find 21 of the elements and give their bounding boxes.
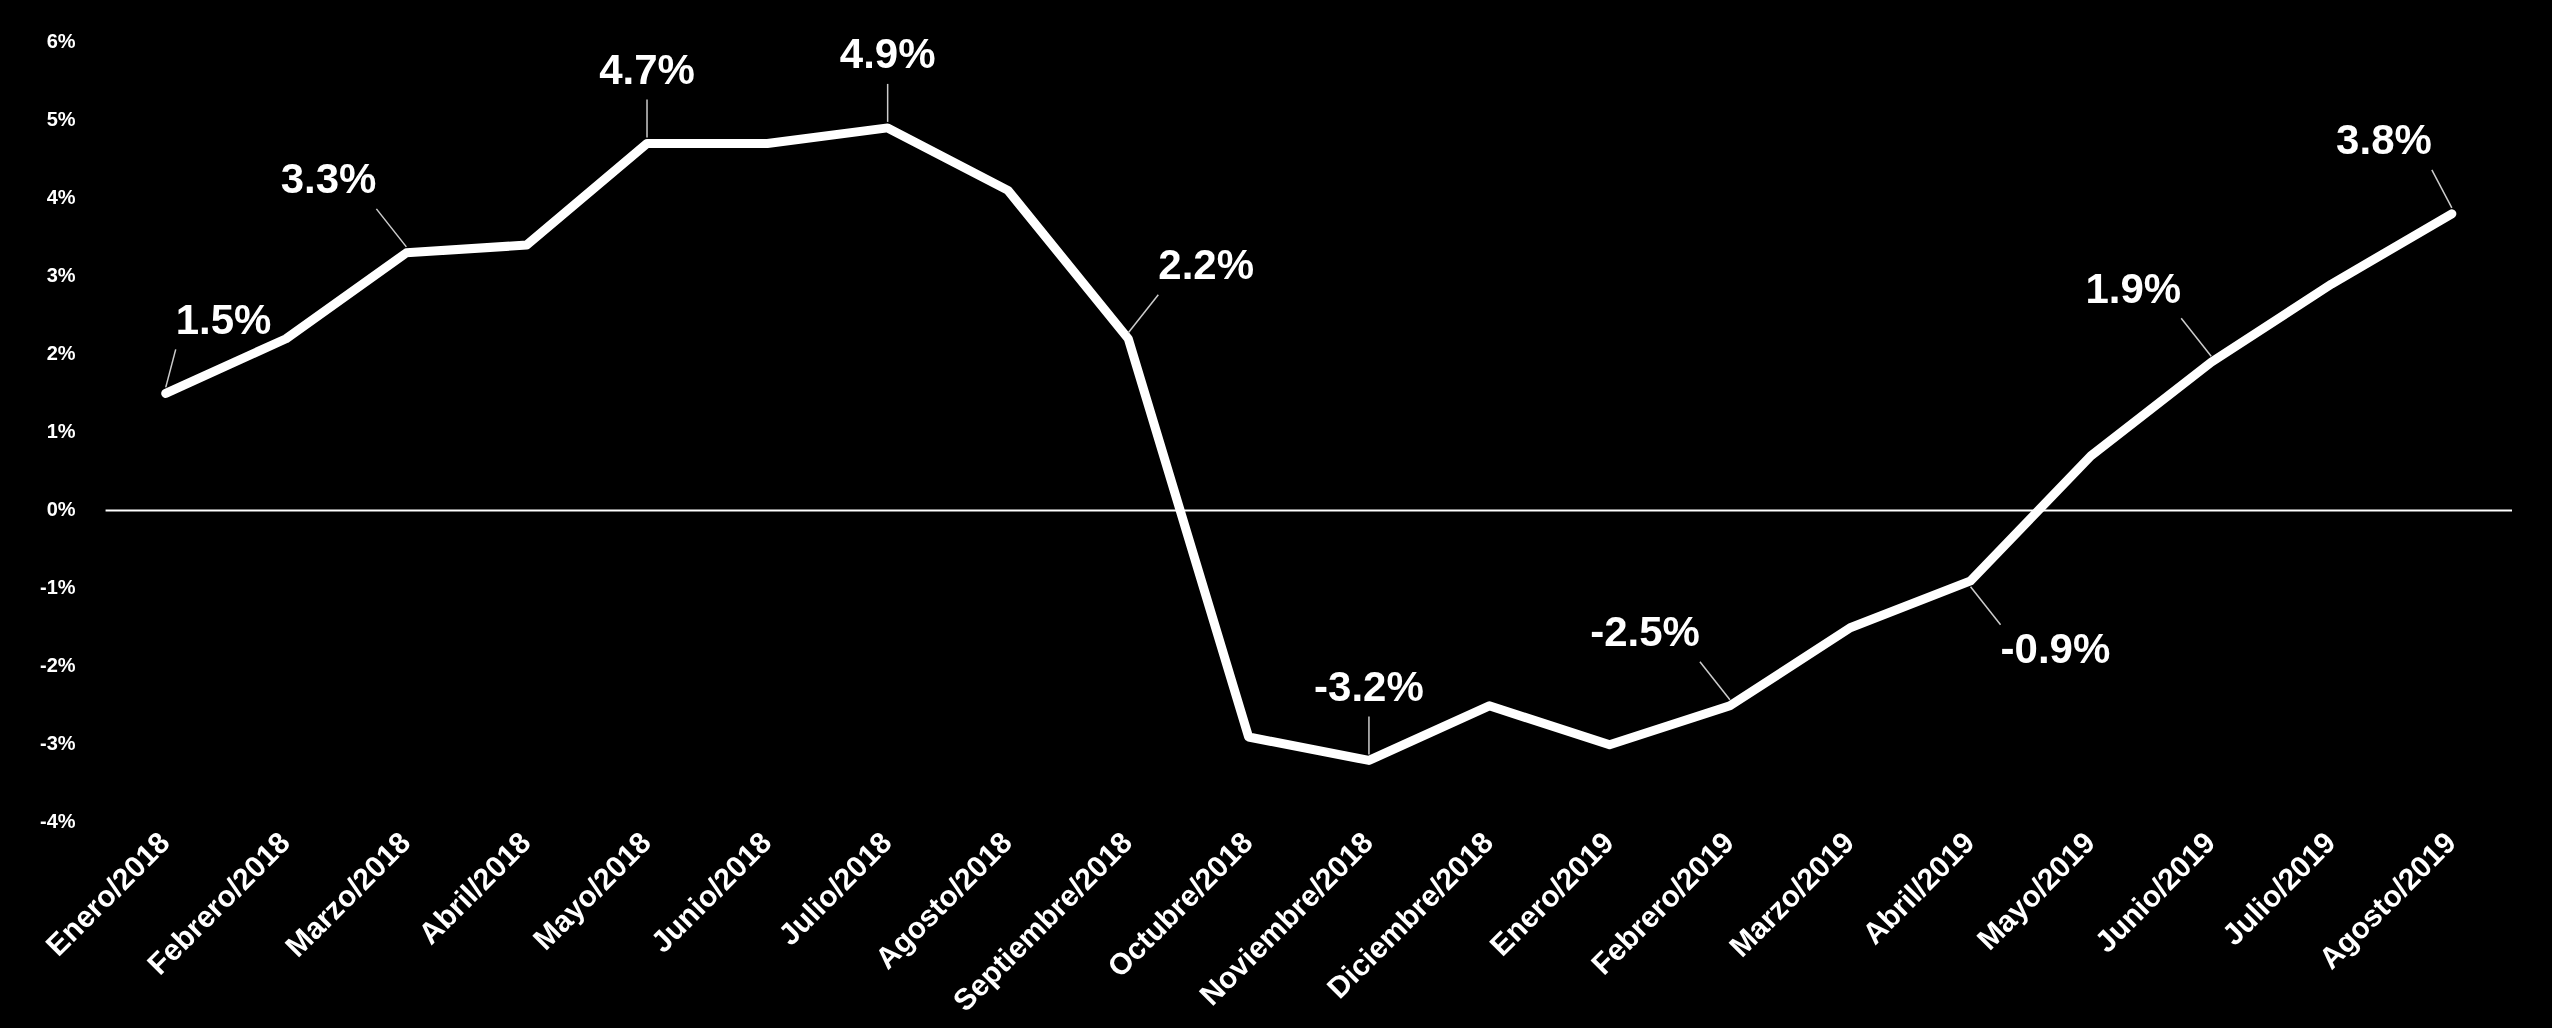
data-label: 2.2% — [1158, 241, 1255, 289]
data-label: 4.9% — [839, 30, 936, 78]
data-label: -0.9% — [2000, 625, 2111, 673]
y-tick-label: -2% — [39, 654, 76, 677]
data-label: 3.3% — [280, 155, 377, 203]
data-label: 4.7% — [599, 46, 695, 94]
data-label: 1.9% — [2085, 264, 2182, 312]
y-tick-label: 5% — [46, 107, 76, 130]
data-label: -2.5% — [1590, 608, 1700, 656]
y-tick-label: -4% — [39, 810, 76, 833]
y-tick-label: 0% — [46, 498, 76, 521]
y-tick-label: 1% — [46, 419, 76, 442]
y-tick-label: 3% — [46, 263, 76, 286]
y-tick-label: -1% — [39, 576, 76, 599]
data-label: 3.8% — [2336, 116, 2432, 164]
data-label: -3.2% — [1314, 663, 1424, 711]
y-tick-label: -3% — [39, 732, 76, 755]
data-label: 1.5% — [175, 295, 272, 343]
y-tick-label: 6% — [46, 29, 76, 52]
y-tick-label: 4% — [46, 185, 76, 208]
y-tick-label: 2% — [46, 341, 76, 364]
